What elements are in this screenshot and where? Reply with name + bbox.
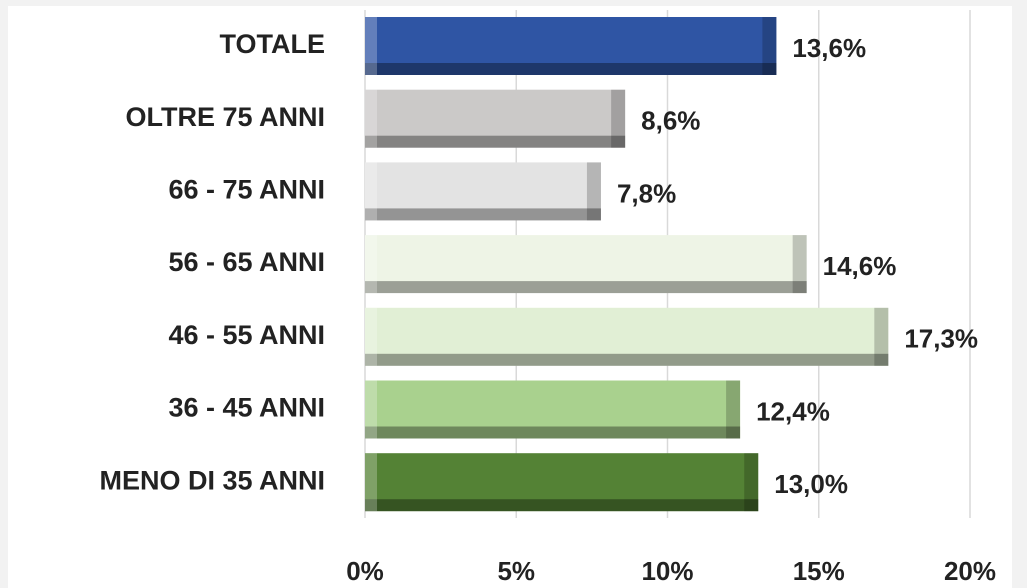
x-tick-label: 15%: [793, 556, 845, 586]
bar-bevel: [365, 307, 377, 366]
bar: [365, 235, 807, 294]
y-tick-label: OLTRE 75 ANNI: [125, 102, 325, 132]
bar-bevel: [744, 453, 759, 512]
bar-bevel: [762, 17, 777, 75]
bar: [365, 453, 759, 512]
value-label: 8,6%: [641, 106, 700, 136]
value-label: 17,3%: [904, 324, 978, 354]
bar-bevel: [365, 281, 807, 294]
value-label: 7,8%: [617, 178, 676, 208]
bar: [365, 89, 626, 148]
y-tick-label: 56 - 65 ANNI: [168, 247, 325, 277]
bar: [365, 307, 889, 366]
bar-bevel: [365, 89, 377, 148]
bar-bevel: [792, 235, 807, 294]
x-tick-label: 20%: [944, 556, 996, 586]
bar-bevel: [365, 426, 741, 439]
x-tick-label: 10%: [641, 556, 693, 586]
y-tick-label: 36 - 45 ANNI: [168, 393, 325, 423]
bar-bevel: [611, 89, 626, 148]
bar-bevel: [365, 380, 377, 439]
bar-bevel: [586, 162, 601, 221]
bar-bevel: [365, 135, 626, 148]
value-label: 13,0%: [774, 469, 848, 499]
value-label: 14,6%: [823, 251, 897, 281]
bar-bevel: [365, 453, 377, 512]
x-tick-label: 0%: [346, 556, 384, 586]
bar-bevel: [365, 63, 777, 75]
y-tick-label: MENO DI 35 ANNI: [99, 465, 325, 495]
bar-bevel: [726, 380, 741, 439]
bar-bevel: [874, 307, 889, 366]
y-tick-label: 66 - 75 ANNI: [168, 175, 325, 205]
bar-bevel: [365, 162, 377, 221]
bar-bevel: [365, 353, 889, 366]
bar: [365, 380, 741, 439]
value-label: 12,4%: [756, 396, 830, 426]
bar-bevel: [365, 499, 759, 512]
bar: [365, 162, 601, 221]
bar-bevel: [365, 208, 601, 221]
bar-bevel: [365, 17, 377, 75]
y-tick-label: 46 - 55 ANNI: [168, 320, 325, 350]
value-label: 13,6%: [792, 33, 866, 63]
x-tick-label: 5%: [497, 556, 535, 586]
y-tick-label: TOTALE: [220, 29, 326, 59]
bar: [365, 17, 777, 75]
bar-bevel: [365, 235, 377, 294]
